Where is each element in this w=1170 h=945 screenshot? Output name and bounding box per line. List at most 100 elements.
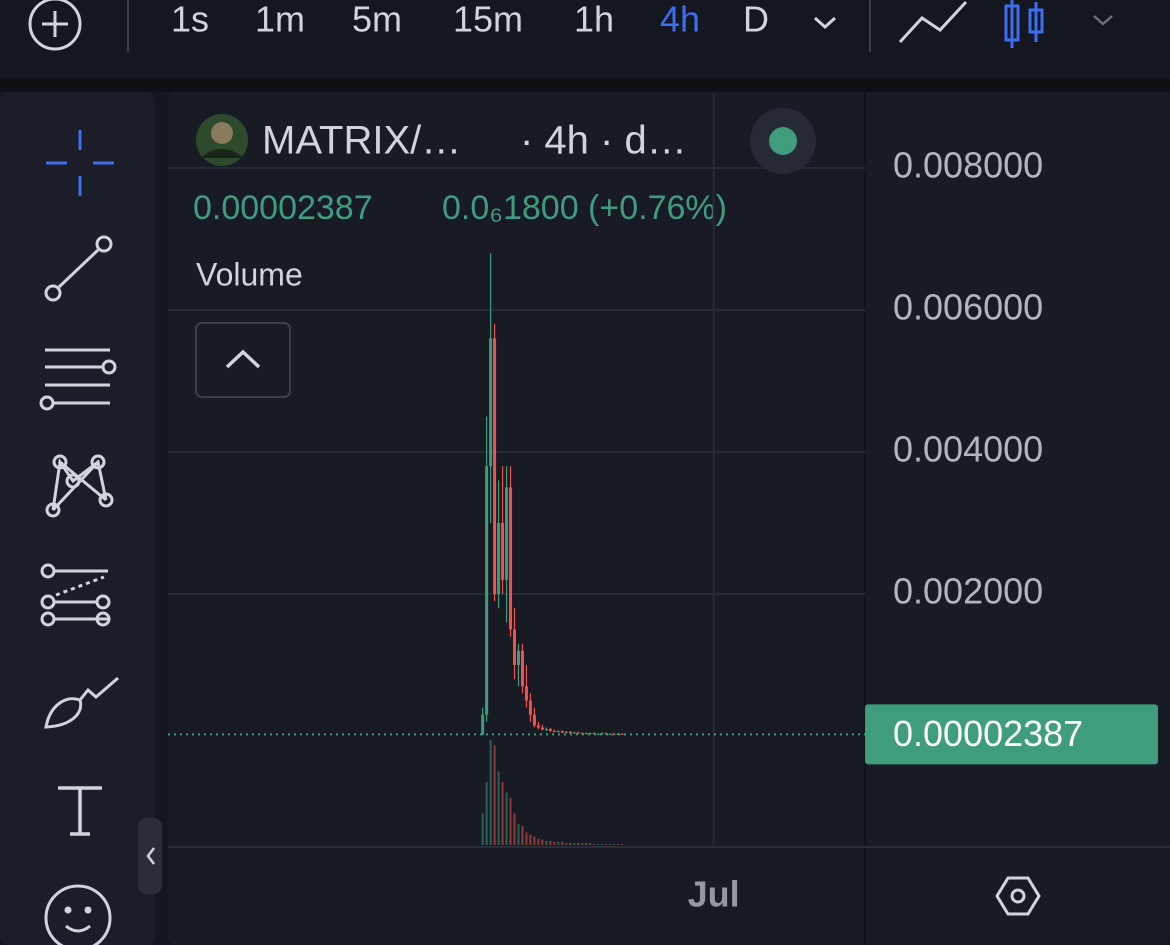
collapse-sidebar-button[interactable] <box>138 818 162 894</box>
volume-bar <box>553 841 556 845</box>
add-symbol-button[interactable] <box>28 0 82 51</box>
fib-tool[interactable] <box>40 563 111 627</box>
crosshair-tool[interactable] <box>46 130 114 196</box>
candle-body <box>568 731 572 734</box>
last-price-label: 0.00002387 <box>893 713 1083 754</box>
candle-body <box>564 731 568 733</box>
candle-chart-button[interactable] <box>1004 0 1044 48</box>
chart-type-dropdown[interactable] <box>1093 15 1113 26</box>
candle-body <box>556 731 560 733</box>
interval-button[interactable]: 4h <box>660 0 700 40</box>
y-tick-label: 0.004000 <box>893 429 1043 470</box>
market-status[interactable] <box>750 108 816 174</box>
candle-body <box>481 714 485 735</box>
volume-bar <box>505 792 508 845</box>
volume-bar <box>581 842 584 845</box>
candle-body <box>600 733 604 735</box>
candle-body <box>528 700 532 715</box>
y-tick-label: 0.008000 <box>893 144 1043 185</box>
volume-bar <box>621 843 624 845</box>
candle-body <box>576 732 580 734</box>
candle-body <box>560 731 564 733</box>
symbol-name[interactable]: MATRIX/… <box>262 119 461 163</box>
x-tick-label: Jul <box>688 874 740 915</box>
drawing-sidebar <box>0 92 155 945</box>
candle-body <box>493 338 497 594</box>
legend-price: 0.00002387 <box>193 189 373 227</box>
volume-bar <box>597 843 600 845</box>
volume-bar <box>549 840 552 845</box>
volume-bar <box>565 842 568 845</box>
pattern-tool[interactable] <box>45 454 114 518</box>
last-price-badge <box>865 704 1158 765</box>
candle-body <box>612 733 616 735</box>
volume-bar <box>529 834 532 845</box>
candle-body <box>509 487 513 630</box>
toolbar <box>0 0 1170 78</box>
volume-bar <box>617 843 620 845</box>
volume-bar <box>593 843 596 845</box>
brush-tool[interactable] <box>44 676 119 729</box>
volume-bar <box>481 813 484 845</box>
candle-body <box>572 732 576 734</box>
volume-bar <box>573 842 576 845</box>
candle-body <box>552 731 556 733</box>
separator <box>0 78 1170 92</box>
volume-bar <box>541 839 544 845</box>
interval-dropdown[interactable] <box>813 16 837 30</box>
interval-button[interactable]: 1m <box>255 0 305 40</box>
candle-body <box>497 522 501 594</box>
volume-bar <box>601 843 604 845</box>
candle-body <box>588 733 592 735</box>
interval-button[interactable]: 1s <box>171 0 209 40</box>
candle-body <box>544 728 548 730</box>
candle-body <box>536 725 540 728</box>
candle-body <box>513 629 517 666</box>
candle-body <box>620 733 624 735</box>
volume-bar <box>569 842 572 845</box>
interval-button[interactable]: 15m <box>453 0 523 40</box>
volume-bar <box>613 843 616 845</box>
volume-bar <box>605 843 608 845</box>
symbol-meta: · 4h · d… <box>520 119 687 163</box>
interval-button[interactable]: D <box>743 0 769 40</box>
volume-bar <box>513 813 516 845</box>
interval-button[interactable]: 1h <box>574 0 614 40</box>
candle-body <box>516 650 520 666</box>
text-tool[interactable] <box>58 786 102 836</box>
candle-body <box>584 733 588 735</box>
candle-body <box>501 522 505 580</box>
volume-bar <box>585 842 588 845</box>
volume-bar <box>485 782 488 845</box>
volume-bar <box>545 840 548 845</box>
volume-bar <box>561 841 564 845</box>
volume-bar <box>493 745 496 845</box>
volume-bar <box>509 797 512 845</box>
volume-bar <box>525 832 528 845</box>
y-tick-label: 0.002000 <box>893 571 1043 612</box>
y-tick-label: 0.006000 <box>893 286 1043 327</box>
volume-bar <box>521 826 524 845</box>
trend-line-tool[interactable] <box>44 235 113 302</box>
volume-bar <box>533 836 536 845</box>
candle-body <box>520 650 524 687</box>
plot: 0.002000 0.004000 0.006000 0.008000 Jul 0.000… <box>168 92 1158 915</box>
emoji-tool[interactable] <box>44 884 112 945</box>
legend-change: 0.0₆1800 (+0.76%) <box>442 189 727 227</box>
volume-bar <box>577 842 580 845</box>
volume-bar <box>517 824 520 845</box>
collapse-legend-button[interactable] <box>195 322 291 398</box>
interval-button[interactable]: 5m <box>352 0 402 40</box>
volume-bar <box>501 782 504 845</box>
symbol-avatar <box>196 114 248 166</box>
candle-body <box>548 728 552 732</box>
candle-body <box>524 686 528 701</box>
settings-button[interactable] <box>995 876 1041 916</box>
line-chart-button[interactable] <box>898 0 968 44</box>
candle-body <box>540 727 544 730</box>
volume-bar <box>537 838 540 845</box>
candle-body <box>485 466 489 715</box>
horizontal-lines-tool[interactable] <box>39 348 117 411</box>
